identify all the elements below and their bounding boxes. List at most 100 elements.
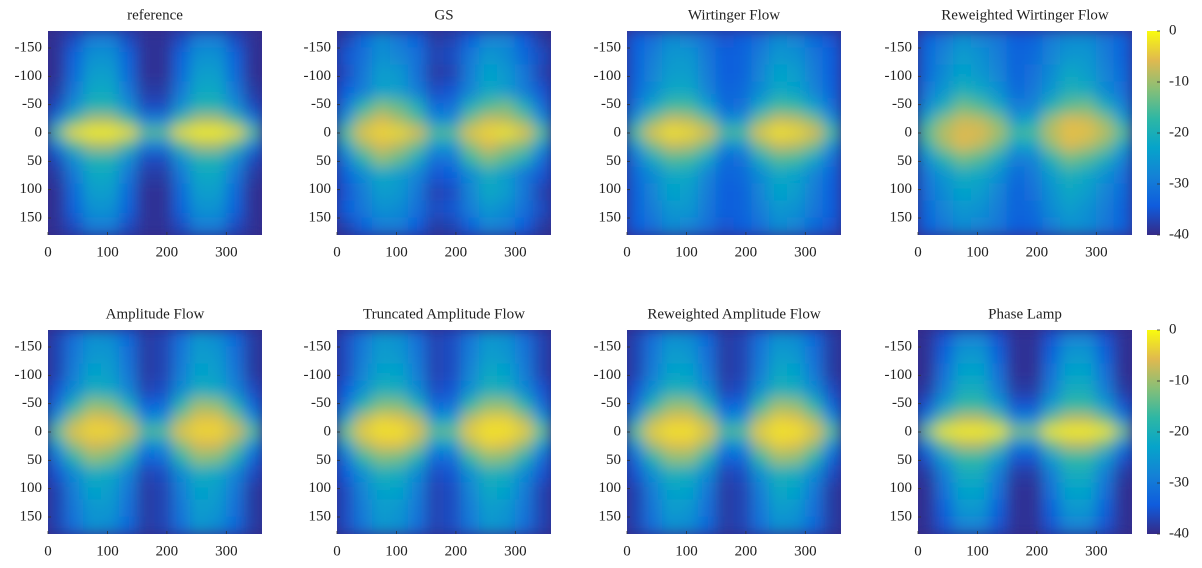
heat-cell <box>1078 363 1097 382</box>
heat-cell <box>372 363 391 382</box>
panel-title: GS <box>434 7 453 23</box>
heat-cell <box>83 200 102 219</box>
heat-cell <box>1078 397 1097 415</box>
heat-cell <box>337 413 356 427</box>
heat-cell <box>208 380 227 399</box>
heat-cell <box>680 482 699 501</box>
y-tick-label: -100 <box>304 68 332 84</box>
heat-cell <box>337 98 356 116</box>
heat-cell <box>733 363 753 382</box>
heat-cell <box>715 150 735 168</box>
heat-cell <box>497 64 516 83</box>
heat-cell <box>715 114 735 128</box>
heat-cell <box>532 166 551 185</box>
heat-cell <box>627 47 646 66</box>
heat-cell <box>953 437 972 451</box>
heat-cell <box>1042 516 1062 534</box>
heat-cell <box>83 217 102 235</box>
heat-cell <box>407 138 427 152</box>
heat-cell <box>769 217 788 235</box>
heat-cell <box>662 166 681 185</box>
heat-cell <box>662 425 681 439</box>
heat-cell <box>988 363 1008 382</box>
heat-cell <box>190 425 209 439</box>
heat-cell <box>953 346 972 365</box>
heat-cell <box>479 482 498 501</box>
heat-cell <box>372 114 391 128</box>
heat-cell <box>118 380 138 399</box>
plot-area <box>48 330 262 534</box>
heat-cell <box>804 47 824 66</box>
y-tick-label: 0 <box>614 124 622 140</box>
heat-cell <box>190 114 209 128</box>
heat-cell <box>918 138 937 152</box>
heat-cell <box>154 413 174 427</box>
heat-cell <box>118 200 138 219</box>
heat-cell <box>225 330 245 348</box>
heat-cell <box>372 200 391 219</box>
x-tick-label: 0 <box>333 543 341 559</box>
x-tick-label: 300 <box>794 244 817 260</box>
heat-cell <box>461 499 481 518</box>
heat-cell <box>514 64 534 83</box>
heat-cell <box>479 150 498 168</box>
heat-cell <box>1042 437 1062 451</box>
heat-cell <box>971 516 990 534</box>
heat-cell <box>514 98 534 116</box>
heat-cell <box>514 31 534 49</box>
x-tick-label: 100 <box>966 244 989 260</box>
heat-cell <box>461 114 481 128</box>
heat-cell <box>390 200 409 219</box>
heat-cell <box>1042 465 1062 484</box>
heat-cell <box>918 397 937 415</box>
heat-cell <box>662 217 681 235</box>
heat-cell <box>935 499 955 518</box>
heat-cell <box>715 183 735 202</box>
heat-cell <box>118 363 138 382</box>
heat-cell <box>390 363 409 382</box>
heat-cell <box>372 47 391 66</box>
heat-cell <box>1024 499 1044 518</box>
heat-cell <box>443 81 463 100</box>
heat-cell <box>532 397 551 415</box>
heat-cell <box>1060 200 1079 219</box>
heat-cell <box>751 200 771 219</box>
y-tick-label: -150 <box>594 39 622 55</box>
heat-cell <box>514 465 534 484</box>
heat-cell <box>65 217 85 235</box>
heat-cell <box>1006 200 1026 219</box>
heat-cell <box>354 465 374 484</box>
heat-cell <box>988 31 1008 49</box>
heat-cell <box>953 380 972 399</box>
heat-cell <box>787 499 806 518</box>
heat-cell <box>118 397 138 415</box>
heat-cell <box>172 98 192 116</box>
heat-cell <box>190 150 209 168</box>
heat-cell <box>733 437 753 451</box>
heat-cell <box>390 166 409 185</box>
heat-cell <box>425 397 445 415</box>
heat-cell <box>443 346 463 365</box>
heat-cell <box>804 330 824 348</box>
heat-cell <box>804 166 824 185</box>
heat-cell <box>787 330 806 348</box>
heat-cell <box>1078 47 1097 66</box>
heat-cell <box>514 126 534 140</box>
heat-cell <box>118 183 138 202</box>
heat-cell <box>971 31 990 49</box>
heat-cell <box>136 413 156 427</box>
heat-cell <box>1078 346 1097 365</box>
panel: Truncated Amplitude Flow 0 100 200 300 -150 -1… <box>304 306 551 559</box>
heat-cell <box>425 126 445 140</box>
heat-cell <box>101 397 120 415</box>
heat-cell <box>118 217 138 235</box>
heat-cell <box>787 47 806 66</box>
heat-cell <box>971 166 990 185</box>
heat-cell <box>715 126 735 140</box>
heat-cell <box>514 425 534 439</box>
heat-cell <box>804 81 824 100</box>
plot-area <box>337 31 551 235</box>
heat-cell <box>443 499 463 518</box>
heat-cell <box>243 200 262 219</box>
heat-cell <box>1113 482 1132 501</box>
